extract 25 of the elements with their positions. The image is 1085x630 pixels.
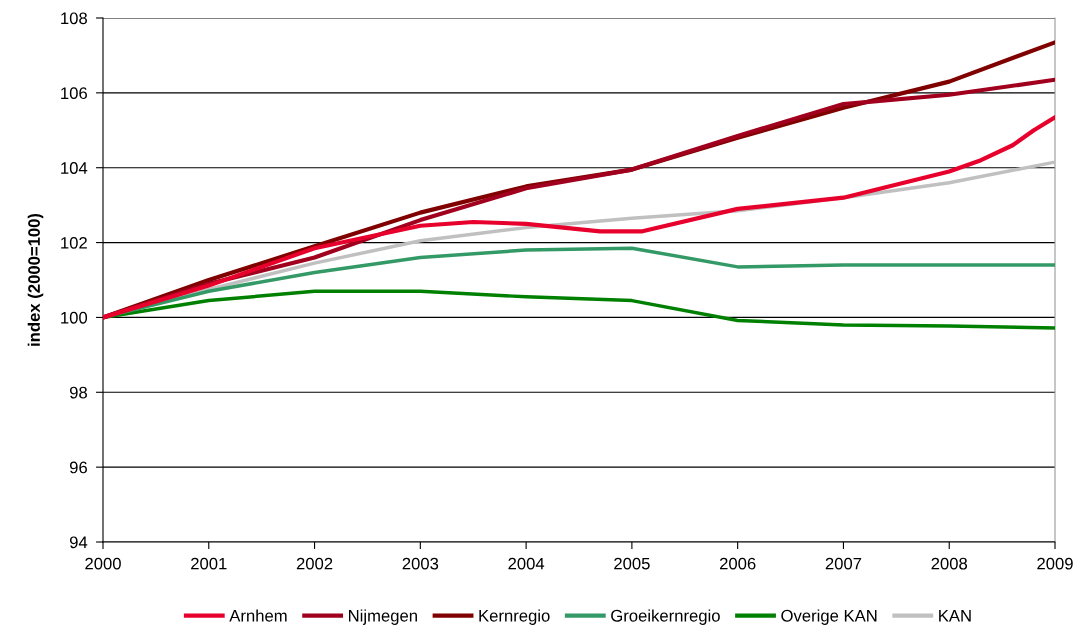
legend-label: Nijmegen xyxy=(349,609,417,625)
x-tick-label: 2009 xyxy=(1037,557,1073,570)
legend-label: KAN xyxy=(939,610,971,622)
legend-label: Groeikernregio xyxy=(611,609,720,625)
y-tick-label: 98 xyxy=(69,386,87,399)
y-tick-label: 102 xyxy=(61,236,87,249)
y-tick-label: 96 xyxy=(69,461,87,474)
y-axis-title: index (2000=100) xyxy=(27,213,44,346)
y-tick-label: 108 xyxy=(61,12,87,25)
x-tick-label: 2006 xyxy=(719,557,756,570)
x-tick-label: 2008 xyxy=(931,557,968,570)
legend-label: Overige KAN xyxy=(781,609,877,625)
x-tick-label: 2007 xyxy=(825,557,862,570)
x-tick-label: 2004 xyxy=(508,557,545,570)
y-tick-label: 106 xyxy=(61,87,87,100)
x-tick-label: 2002 xyxy=(296,557,333,570)
y-tick-label: 100 xyxy=(61,311,88,324)
y-tick-label: 104 xyxy=(61,162,88,174)
x-tick-label: 2005 xyxy=(614,557,650,570)
legend-label: Kernregio xyxy=(479,609,550,625)
legend-label: Arnhem xyxy=(229,609,287,622)
x-tick-label: 2001 xyxy=(191,557,227,570)
x-tick-label: 2003 xyxy=(402,557,439,570)
y-tick-label: 94 xyxy=(69,536,88,549)
x-tick-label: 2000 xyxy=(85,557,121,570)
